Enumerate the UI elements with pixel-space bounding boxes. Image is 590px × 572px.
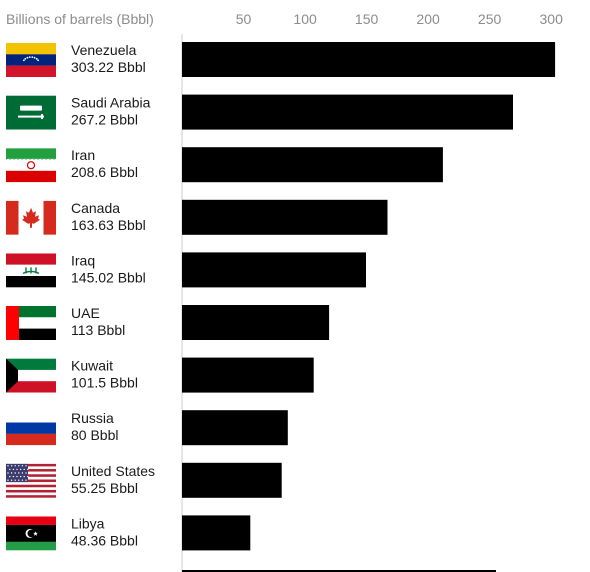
bar-kuwait bbox=[182, 357, 314, 393]
x-tick-label-300: 300 bbox=[540, 11, 564, 27]
value-label: 303.22 Bbbl bbox=[71, 59, 146, 75]
x-tick-label-50: 50 bbox=[236, 11, 252, 27]
bar-united-states bbox=[182, 462, 282, 498]
libya-flag-icon bbox=[6, 516, 56, 551]
country-name: Canada bbox=[71, 200, 120, 216]
country-name: United States bbox=[71, 463, 155, 479]
value-label: 267.2 Bbbl bbox=[71, 112, 138, 128]
country-name: Iraq bbox=[71, 252, 95, 268]
value-label: 80 Bbbl bbox=[71, 427, 118, 443]
kuwait-flag-icon bbox=[6, 358, 56, 393]
x-axis-ticks: 50 100 150 200 250 300 bbox=[236, 11, 563, 27]
iraq-flag-icon bbox=[6, 253, 56, 288]
saudi-arabia-flag-icon bbox=[6, 95, 56, 130]
bar-libya bbox=[182, 515, 251, 551]
bar-row: Iraq 145.02 Bbbl bbox=[6, 252, 366, 288]
russia-flag-icon bbox=[6, 411, 56, 446]
value-label: 208.6 Bbbl bbox=[71, 164, 138, 180]
bar-canada bbox=[182, 199, 388, 235]
x-tick-label-200: 200 bbox=[416, 11, 440, 27]
country-name: UAE bbox=[71, 305, 100, 321]
partial-next-bar bbox=[182, 570, 496, 572]
bar-russia bbox=[182, 410, 288, 446]
canada-flag-icon bbox=[6, 200, 56, 235]
x-axis-title: Billions of barrels (Bbbl) bbox=[6, 11, 154, 27]
value-label: 163.63 Bbbl bbox=[71, 217, 146, 233]
value-label: 55.25 Bbbl bbox=[71, 480, 138, 496]
value-label: 145.02 Bbbl bbox=[71, 269, 146, 285]
x-tick-label-150: 150 bbox=[355, 11, 379, 27]
bar-venezuela bbox=[182, 42, 556, 77]
x-tick-label-250: 250 bbox=[478, 11, 502, 27]
value-label: 101.5 Bbbl bbox=[71, 375, 138, 391]
bar-iran bbox=[182, 147, 443, 183]
united-states-flag-icon bbox=[6, 463, 56, 498]
uae-flag-icon bbox=[6, 306, 56, 340]
value-label: 113 Bbbl bbox=[71, 322, 125, 338]
country-name: Saudi Arabia bbox=[71, 95, 151, 111]
venezuela-flag-icon bbox=[6, 43, 56, 77]
iran-flag-icon bbox=[6, 148, 56, 183]
bar-iraq bbox=[182, 252, 366, 288]
country-name: Iran bbox=[71, 147, 95, 163]
value-label: 48.36 Bbbl bbox=[71, 532, 138, 548]
x-tick-label-100: 100 bbox=[293, 11, 317, 27]
country-name: Kuwait bbox=[71, 358, 113, 374]
country-name: Venezuela bbox=[71, 42, 137, 58]
bar-saudi-arabia bbox=[182, 94, 513, 130]
country-name: Libya bbox=[71, 515, 105, 531]
country-name: Russia bbox=[71, 410, 114, 426]
bar-uae bbox=[182, 305, 330, 340]
